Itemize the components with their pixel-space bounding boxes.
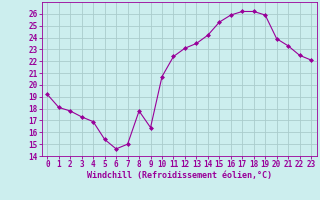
X-axis label: Windchill (Refroidissement éolien,°C): Windchill (Refroidissement éolien,°C): [87, 171, 272, 180]
